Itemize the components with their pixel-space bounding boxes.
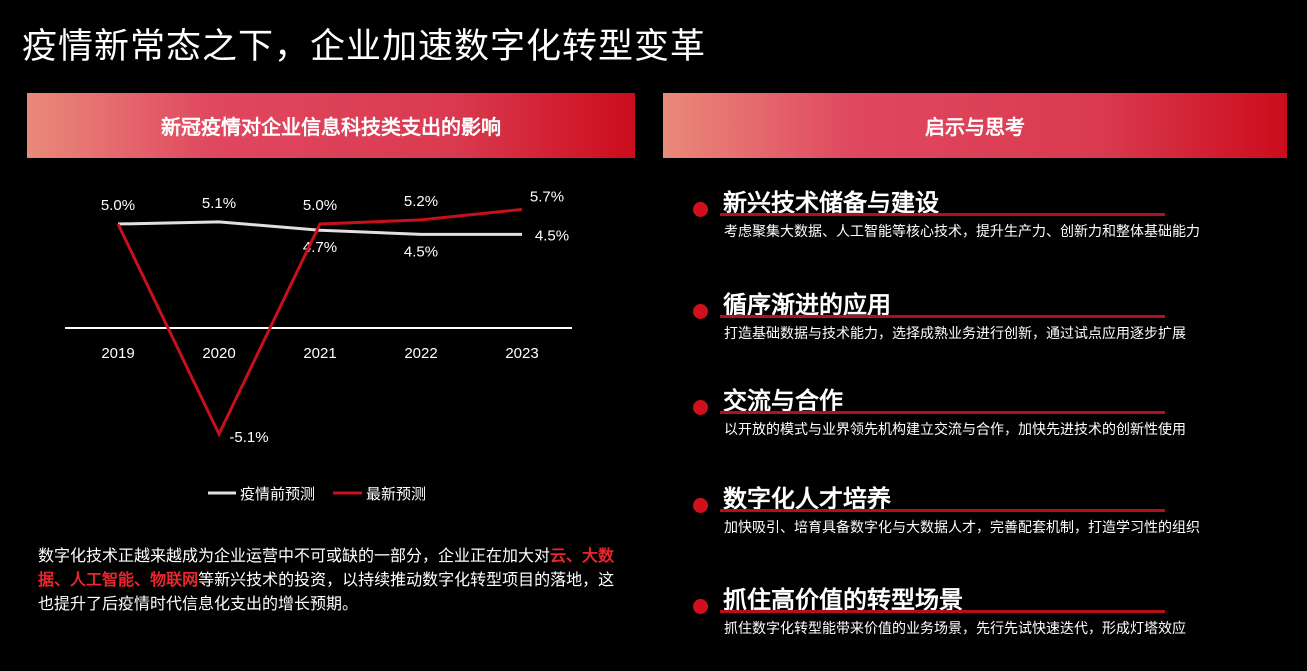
insight-title: 交流与合作 — [723, 387, 843, 415]
bullet-dot-icon — [693, 304, 708, 319]
insight-desc: 考虑聚集大数据、人工智能等核心技术，提升生产力、创新力和整体基础能力 — [724, 224, 1200, 240]
legend-label: 最新预测 — [366, 485, 426, 503]
divider — [720, 315, 1165, 318]
divider — [720, 509, 1165, 512]
data-label: 5.0% — [303, 197, 337, 214]
data-label: 4.5% — [404, 243, 438, 260]
divider — [720, 411, 1165, 414]
x-tick-label: 2022 — [404, 345, 437, 362]
insight-title: 数字化人才培养 — [723, 485, 891, 513]
x-tick-label: 2020 — [202, 345, 235, 362]
insight-desc: 加快吸引、培育具备数字化与大数据人才，完善配套机制，打造学习性的组织 — [724, 520, 1200, 536]
highlight-iot: 物联网 — [150, 570, 199, 589]
highlight-bigdata: 大数据 — [38, 546, 615, 589]
data-label: 5.7% — [530, 188, 564, 205]
x-tick-label: 2021 — [303, 345, 336, 362]
data-label: 5.1% — [202, 195, 236, 212]
insight-desc: 抓住数字化转型能带来价值的业务场景，先行先试快速迭代，形成灯塔效应 — [724, 621, 1186, 637]
summary-paragraph: 数字化技术正越来越成为企业运营中不可或缺的一部分，企业正在加大对云、大数据、人工… — [38, 544, 628, 616]
divider — [720, 610, 1165, 613]
legend-label: 疫情前预测 — [240, 485, 315, 503]
bullet-dot-icon — [693, 599, 708, 614]
insight-title: 新兴技术储备与建设 — [723, 189, 939, 217]
insights-header: 启示与思考 — [663, 93, 1287, 158]
insight-title: 抓住高价值的转型场景 — [723, 586, 963, 614]
page-title: 疫情新常态之下，企业加速数字化转型变革 — [22, 27, 707, 67]
data-label: 4.5% — [535, 227, 569, 244]
insight-title: 循序渐进的应用 — [723, 291, 891, 319]
x-tick-label: 2023 — [505, 345, 538, 362]
highlight-cloud: 云 — [550, 546, 567, 565]
divider — [720, 213, 1165, 216]
para-text: 数字化技术正越来越成为企业运营中不可或缺的一部分，企业正在加大对 — [38, 546, 551, 565]
bullet-dot-icon — [693, 498, 708, 513]
sep: 、 — [566, 546, 583, 565]
bullet-dot-icon — [693, 400, 708, 415]
insight-desc: 打造基础数据与技术能力，选择成熟业务进行创新，通过试点应用逐步扩展 — [724, 326, 1186, 342]
sep: 、 — [134, 570, 151, 589]
para-text: 等新兴技术的投资，以持续推动数字化转型项目的落地，这也提升了后疫情时代信息化支出… — [38, 570, 615, 613]
sep: 、 — [54, 570, 71, 589]
data-label: -5.1% — [229, 429, 268, 446]
insight-desc: 以开放的模式与业界领先机构建立交流与合作，加快先进技术的创新性使用 — [724, 422, 1186, 438]
data-label: 5.0% — [101, 197, 135, 214]
x-tick-label: 2019 — [101, 345, 134, 362]
chart-header: 新冠疫情对企业信息科技类支出的影响 — [27, 93, 635, 158]
highlight-ai: 人工智能 — [70, 570, 135, 589]
bullet-dot-icon — [693, 202, 708, 217]
data-label: 5.2% — [404, 193, 438, 210]
